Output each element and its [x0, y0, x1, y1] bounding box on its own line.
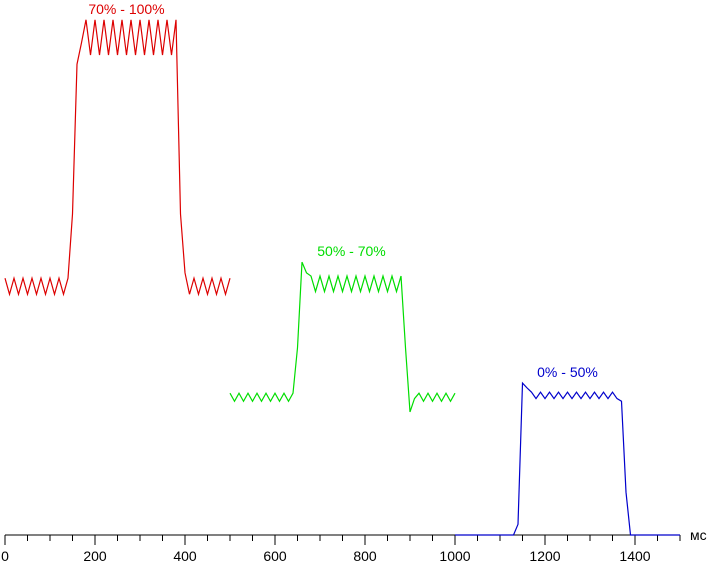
series-line	[4, 19, 231, 297]
x-axis-label: мс	[690, 527, 707, 543]
x-tick-label: 1400	[619, 548, 650, 562]
x-tick-label: 800	[353, 548, 377, 562]
x-tick-label: 1000	[439, 548, 470, 562]
series-label: 70% - 100%	[88, 1, 164, 17]
x-tick-label: 0	[1, 548, 9, 562]
x-tick-label: 1200	[529, 548, 560, 562]
x-tick-label: 600	[263, 548, 287, 562]
x-tick-label: 200	[83, 548, 107, 562]
series-line	[229, 261, 456, 413]
series-label: 50% - 70%	[317, 243, 385, 259]
x-tick-label: 400	[173, 548, 197, 562]
series-label: 0% - 50%	[537, 364, 598, 380]
series-line	[455, 381, 680, 536]
